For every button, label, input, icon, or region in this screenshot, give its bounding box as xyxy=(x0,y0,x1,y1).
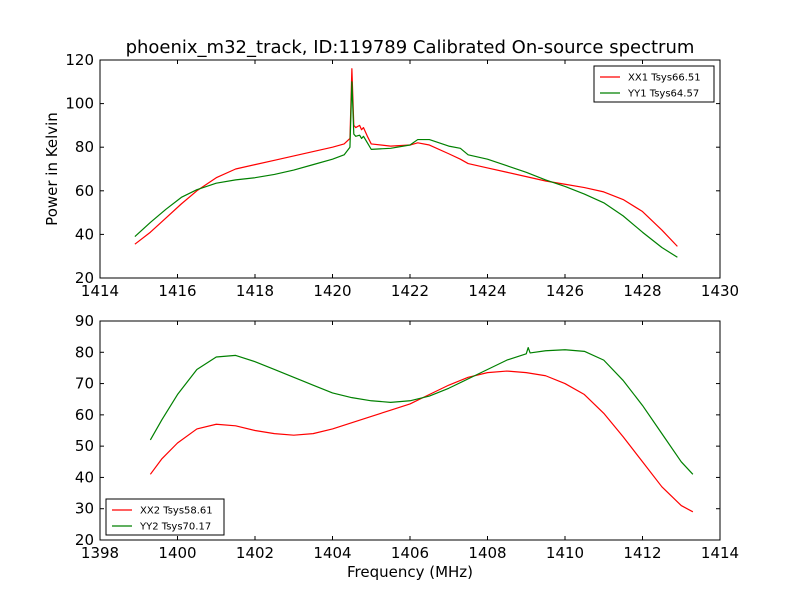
legend-label-1: XX1 Tsys66.51 xyxy=(628,73,701,84)
y-axis-label: Power in Kelvin xyxy=(43,112,61,226)
y-tick-label: 40 xyxy=(75,225,94,243)
x-tick-label: 1418 xyxy=(236,282,274,300)
x-tick-label: 1426 xyxy=(546,282,584,300)
series-line-1 xyxy=(149,370,694,513)
x-axis-label: Frequency (MHz) xyxy=(347,563,473,581)
y-tick-label: 80 xyxy=(75,138,94,156)
chart-title: phoenix_m32_track, ID:119789 Calibrated … xyxy=(126,37,695,58)
series-line-2 xyxy=(134,81,678,258)
y-tick-label: 50 xyxy=(75,437,94,455)
y-tick-label: 60 xyxy=(75,406,94,424)
x-tick-label: 1414 xyxy=(81,282,119,300)
x-tick-label: 1404 xyxy=(313,544,351,562)
x-tick-label: 1420 xyxy=(313,282,351,300)
series-line-2 xyxy=(149,346,694,475)
y-tick-label: 90 xyxy=(75,312,94,330)
x-tick-label: 1422 xyxy=(391,282,429,300)
x-tick-label: 1424 xyxy=(468,282,506,300)
subplot-2: 1398 1400 1402 1404 1406 1408 1410 1412 1414 20 30… xyxy=(75,312,739,581)
y-tick-label: 40 xyxy=(75,468,94,486)
x-tick-label: 1428 xyxy=(623,282,661,300)
x-tick-label: 1430 xyxy=(701,282,739,300)
x-tick-label: 1412 xyxy=(623,544,661,562)
legend-box xyxy=(593,65,715,103)
y-tick-label: 80 xyxy=(75,343,94,361)
y-tick-label: 20 xyxy=(75,269,94,287)
y-tick-label: 70 xyxy=(75,375,94,393)
subplot-1: 1414 1416 1418 1420 1422 1424 1426 1428 1430 20 40… xyxy=(43,51,739,300)
x-tick-label: 1398 xyxy=(81,544,119,562)
legend: XX1 Tsys66.51 YY1 Tsys64.57 xyxy=(593,65,715,103)
x-tick-label: 1408 xyxy=(468,544,506,562)
y-tick-label: 120 xyxy=(65,51,94,69)
x-tick-label: 1406 xyxy=(391,544,429,562)
y-tick-label: 20 xyxy=(75,531,94,549)
y-tick-label: 30 xyxy=(75,500,94,518)
x-tick-label: 1402 xyxy=(236,544,274,562)
x-tick-label: 1414 xyxy=(701,544,739,562)
legend-box xyxy=(105,498,225,536)
legend-label-2: YY2 Tsys70.17 xyxy=(139,522,211,533)
x-tick-label: 1416 xyxy=(158,282,196,300)
legend: XX2 Tsys58.61 YY2 Tsys70.17 xyxy=(105,498,225,536)
y-tick-label: 60 xyxy=(75,182,94,200)
x-tick-label: 1410 xyxy=(546,544,584,562)
y-tick-label: 100 xyxy=(65,95,94,113)
legend-label-2: YY1 Tsys64.57 xyxy=(627,89,699,100)
x-tick-label: 1400 xyxy=(158,544,196,562)
legend-label-1: XX2 Tsys58.61 xyxy=(140,506,213,517)
